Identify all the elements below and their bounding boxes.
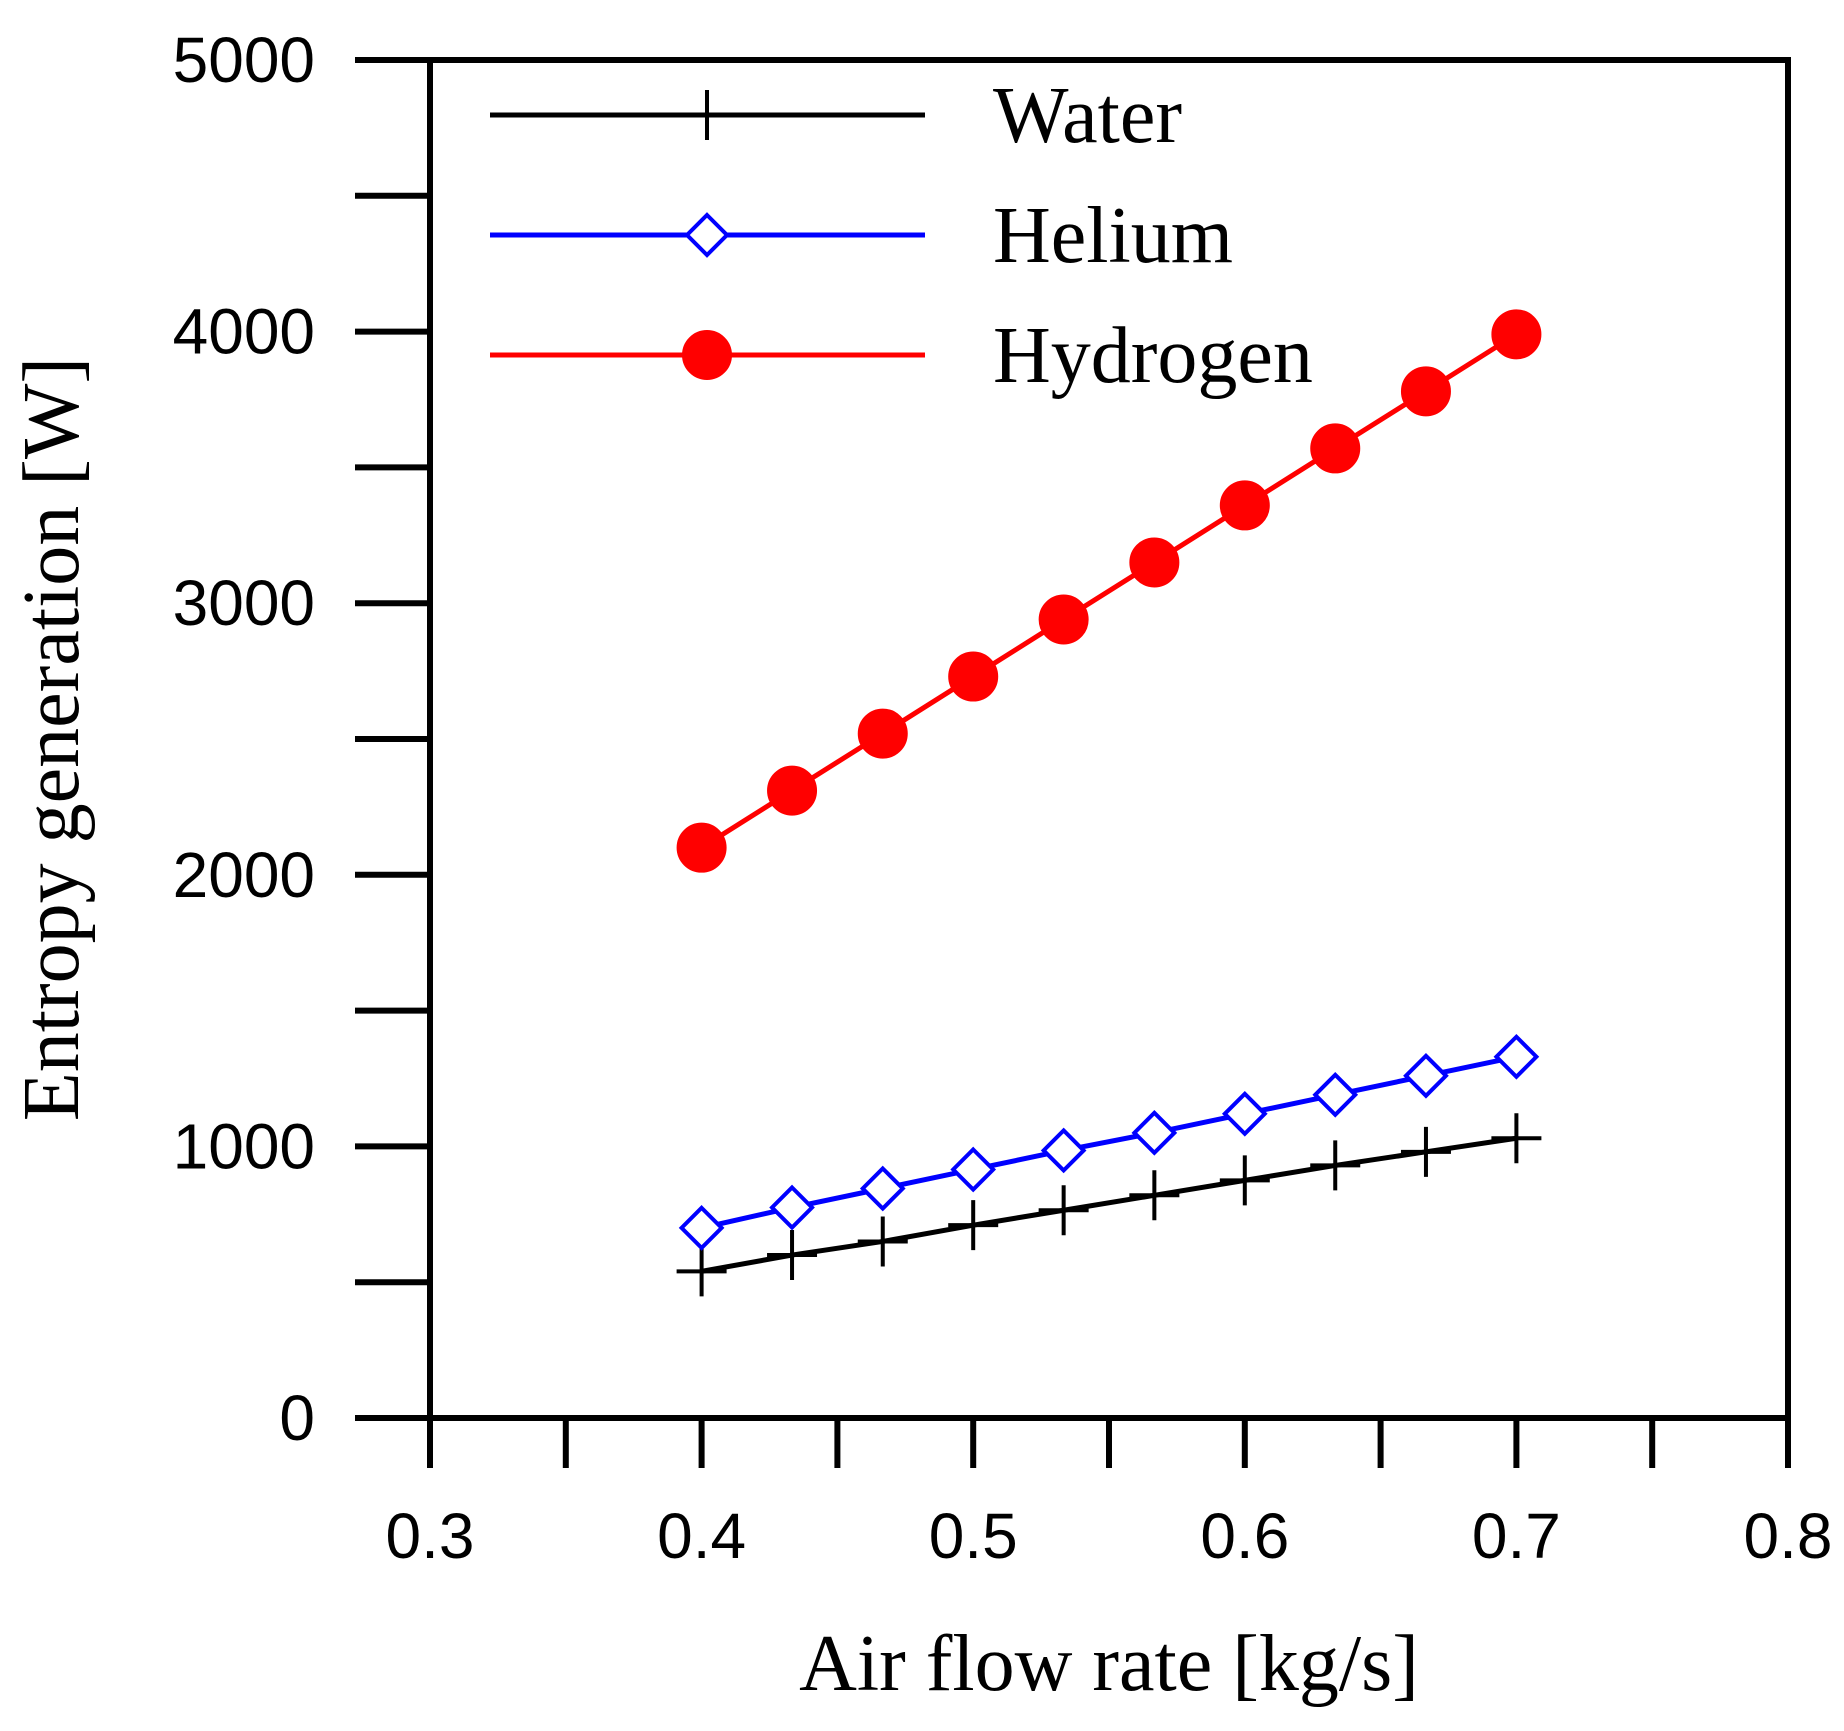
data-point-helium	[1040, 1127, 1087, 1174]
series-line-hydrogen	[700, 332, 1518, 850]
axis-ticks	[355, 57, 1791, 1468]
data-point-water	[1129, 1170, 1180, 1221]
series-line-water	[701, 1135, 1517, 1274]
data-point-hydrogen	[1400, 366, 1451, 417]
data-point-helium	[1312, 1071, 1359, 1118]
data-point-water	[948, 1200, 999, 1251]
data-point-water	[1491, 1113, 1542, 1164]
data-point-hydrogen	[767, 765, 818, 816]
y-tick-label: 3000	[173, 567, 315, 639]
data-point-hydrogen	[1129, 537, 1180, 588]
data-point-hydrogen	[948, 651, 999, 702]
data-point-hydrogen	[676, 822, 727, 873]
data-point-helium	[678, 1205, 725, 1251]
x-tick-label: 0.8	[1744, 1500, 1833, 1572]
data-point-helium	[1221, 1090, 1268, 1137]
legend: Water Helium Hydrogen	[490, 72, 1313, 400]
series-line-helium	[701, 1054, 1517, 1231]
data-point-helium	[769, 1184, 815, 1231]
y-tick-label: 4000	[173, 296, 315, 368]
data-point-hydrogen	[1219, 480, 1270, 531]
legend-label-water: Water	[993, 72, 1182, 160]
y-tick-label: 5000	[173, 24, 315, 96]
legend-label-helium: Helium	[993, 192, 1233, 280]
data-point-helium	[950, 1146, 997, 1193]
x-axis-title: Air flow rate [kg/s]	[799, 1620, 1419, 1708]
data-point-water	[1400, 1126, 1451, 1177]
data-point-hydrogen	[1491, 309, 1542, 360]
data-point-hydrogen	[857, 708, 908, 759]
x-tick-label: 0.6	[1200, 1500, 1289, 1572]
data-point-water	[767, 1230, 818, 1281]
x-tick-label: 0.4	[657, 1500, 746, 1572]
axis-tick-labels: 0 1000 2000 3000 4000 5000 0.3 0.4 0.5 0.6 0.7 0.8	[173, 24, 1833, 1572]
x-tick-label: 0.3	[386, 1500, 475, 1572]
y-axis-title: Entropy generation [W]	[8, 357, 96, 1121]
data-point-hydrogen	[1310, 423, 1361, 474]
y-tick-label: 0	[279, 1382, 315, 1454]
data-point-helium	[859, 1165, 906, 1212]
x-tick-label: 0.7	[1472, 1500, 1561, 1572]
x-tick-label: 0.5	[929, 1500, 1018, 1572]
series-layer	[676, 309, 1542, 1297]
legend-marker-helium	[684, 212, 730, 258]
y-tick-label: 2000	[173, 839, 315, 911]
data-point-helium	[1131, 1109, 1178, 1156]
data-point-water	[1038, 1185, 1089, 1236]
data-point-water	[1310, 1140, 1361, 1191]
data-point-water	[676, 1246, 727, 1297]
data-point-helium	[1403, 1052, 1449, 1099]
legend-marker-hydrogen	[682, 330, 732, 380]
data-point-water	[1219, 1155, 1270, 1206]
legend-label-hydrogen: Hydrogen	[993, 312, 1313, 400]
y-tick-label: 1000	[173, 1110, 315, 1182]
data-point-hydrogen	[1038, 594, 1089, 645]
data-point-helium	[1493, 1033, 1540, 1080]
legend-marker-water	[682, 90, 732, 140]
data-point-water	[857, 1216, 908, 1267]
